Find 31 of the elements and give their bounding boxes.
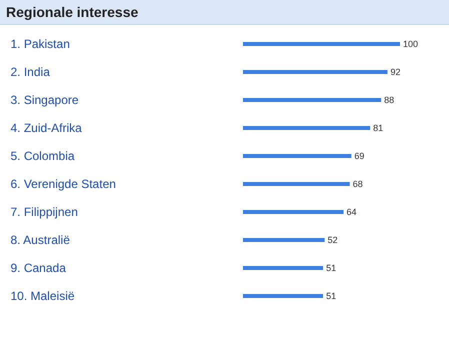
data-label: 69	[354, 151, 364, 161]
y-tick-label: 5. Colombia	[10, 149, 75, 163]
data-label: 51	[326, 263, 336, 273]
y-tick-label: 7. Filippijnen	[10, 205, 78, 219]
y-tick-label: 3. Singapore	[10, 93, 79, 107]
y-tick-label: 1. Pakistan	[10, 37, 70, 51]
data-label: 64	[346, 207, 356, 217]
bar	[243, 210, 344, 214]
data-label: 51	[326, 291, 336, 301]
y-tick-label: 2. India	[10, 65, 50, 79]
bar	[243, 98, 382, 102]
data-label: 88	[384, 95, 394, 105]
y-tick-label: 9. Canada	[10, 261, 66, 275]
y-tick-label: 6. Verenigde Staten	[10, 177, 116, 191]
bar	[243, 238, 325, 242]
data-label: 81	[373, 123, 384, 133]
bar	[243, 266, 324, 270]
bar	[243, 126, 370, 130]
bar	[243, 294, 324, 298]
data-label: 100	[403, 39, 418, 49]
bar	[243, 42, 400, 46]
y-tick-label: 4. Zuid-Afrika	[10, 121, 82, 135]
bar	[243, 70, 388, 74]
text: Regionale interesse	[0, 0, 449, 25]
y-tick-label: 8. Australië	[10, 233, 70, 247]
data-label: 68	[352, 179, 363, 189]
data-label: 52	[328, 235, 338, 245]
bar	[243, 182, 350, 186]
y-tick-label: 10. Maleisië	[10, 289, 75, 303]
bar	[243, 154, 352, 158]
data-label: 92	[390, 67, 400, 77]
